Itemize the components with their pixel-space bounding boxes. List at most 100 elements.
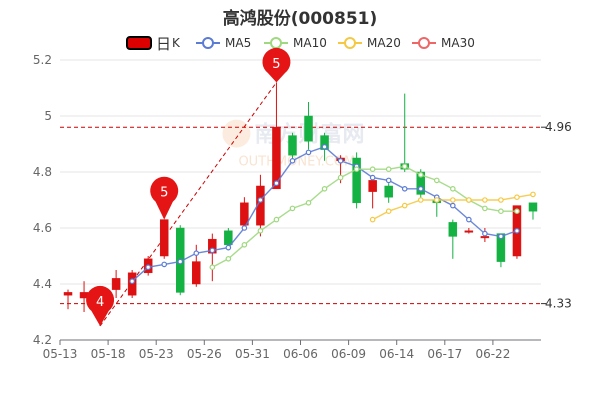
pin-marker-label: 4 (96, 295, 104, 310)
candle-down (352, 157, 361, 204)
watermark-latin: OUTHMONEY.COM (238, 155, 355, 170)
ma5-point (241, 225, 248, 231)
candle-down (384, 185, 393, 198)
ma5-point (385, 177, 392, 184)
pin-marker-icon (150, 176, 179, 220)
x-tick-label: 05-23 (139, 347, 174, 361)
x-tick-label: 06-22 (475, 347, 510, 361)
ma10-point (353, 166, 360, 173)
watermark-logo-icon (222, 119, 251, 148)
y-tick-label: 4.8 (33, 165, 52, 179)
ma5-point (337, 158, 344, 164)
pin-marker-icon (86, 285, 115, 326)
ma10-point (417, 172, 424, 178)
candle-down (528, 202, 538, 212)
reference-lines: 4.96 4.33 (60, 120, 572, 311)
candle-up (192, 261, 201, 285)
x-tick-label: 06-14 (379, 347, 414, 361)
legend-label-ma30: MA30 (441, 36, 475, 50)
legend-item-ma20[interactable]: MA20 (338, 32, 401, 54)
ma10-point (273, 216, 280, 223)
ma10-point (369, 166, 376, 173)
pin-marker-label: 5 (272, 57, 280, 72)
candle-down (224, 230, 233, 246)
ma5-point (498, 233, 504, 240)
ma5-point (450, 202, 456, 209)
ma5-point (321, 144, 328, 150)
y-tick-label: 4.2 (33, 333, 52, 347)
legend-label-ma10: MA10 (293, 36, 327, 50)
ma5-point (161, 261, 168, 268)
ma20-point (417, 197, 424, 203)
ma10-point (321, 186, 328, 192)
ma5-point (305, 149, 312, 156)
candle-up (63, 292, 73, 296)
x-tick-label: 05-31 (235, 347, 270, 361)
ma10-point (241, 242, 248, 248)
ma20-point (433, 197, 440, 203)
x-tick-label: 05-26 (187, 347, 222, 361)
y-tick-label: 5 (44, 109, 52, 123)
ma5-point (145, 264, 151, 271)
x-tick-label: 05-18 (91, 347, 126, 361)
ma5-point (257, 197, 264, 203)
candle-up (208, 238, 217, 254)
ma10-line (211, 165, 517, 268)
ma10-point (225, 255, 232, 262)
ma10-point (514, 208, 520, 215)
legend-item-ma10[interactable]: MA10 (264, 32, 327, 54)
pin-marker-icon (262, 47, 291, 83)
ma10-point (337, 174, 344, 181)
ma20-point (401, 202, 408, 209)
ma20-legend-icon (338, 36, 362, 50)
legend-label-kline-suffix: K (172, 36, 180, 50)
candle-down (288, 135, 297, 156)
ma5-point (225, 244, 232, 251)
candle-up (159, 219, 169, 257)
ma5-point (193, 250, 200, 257)
x-axis: 05-13 05-18 05-23 05-26 05-31 06-06 06-09 06-14… (43, 339, 541, 361)
x-tick-label: 05-13 (43, 347, 78, 361)
candle-down (448, 222, 458, 237)
ma10-point (385, 166, 392, 173)
candle-up (240, 202, 249, 226)
ma30-legend-icon (412, 36, 436, 50)
x-tick-label: 06-09 (331, 347, 366, 361)
ma20-point (498, 197, 504, 203)
ma5-point (482, 230, 488, 237)
legend-label-ma5: MA5 (225, 36, 252, 50)
candle-down (320, 135, 329, 150)
legend-item-ma5[interactable]: MA5 (196, 32, 251, 54)
chart-title: 高鸿股份(000851) (222, 9, 378, 29)
ma5-point (401, 186, 408, 192)
candle-down (304, 115, 313, 142)
ma5-point (177, 258, 184, 265)
trend-line (99, 82, 277, 327)
ma20-point (385, 208, 392, 215)
reference-line-label: 4.96 (545, 120, 572, 134)
ma20-point (514, 194, 520, 201)
legend-item-ma30[interactable]: MA30 (412, 32, 475, 54)
candle-up (272, 126, 281, 190)
ma5-point (514, 228, 520, 234)
candles (63, 82, 538, 326)
trend-lines (99, 82, 277, 327)
x-tick-label: 06-17 (427, 347, 462, 361)
ma20-point (450, 197, 456, 203)
ma5-point (129, 278, 135, 285)
ma5-point (289, 158, 296, 164)
ma5-point (466, 216, 472, 223)
moving-average-lines (129, 144, 536, 285)
ma20-point (482, 197, 488, 203)
ma10-point (305, 200, 312, 206)
ma10-point (482, 205, 488, 212)
ma5-point (273, 180, 280, 187)
markers: 4 5 5 (86, 47, 291, 326)
y-tick-label: 4.6 (33, 221, 52, 235)
ma10-point (433, 177, 440, 184)
candle-down (416, 171, 425, 195)
ma10-point (498, 208, 504, 215)
